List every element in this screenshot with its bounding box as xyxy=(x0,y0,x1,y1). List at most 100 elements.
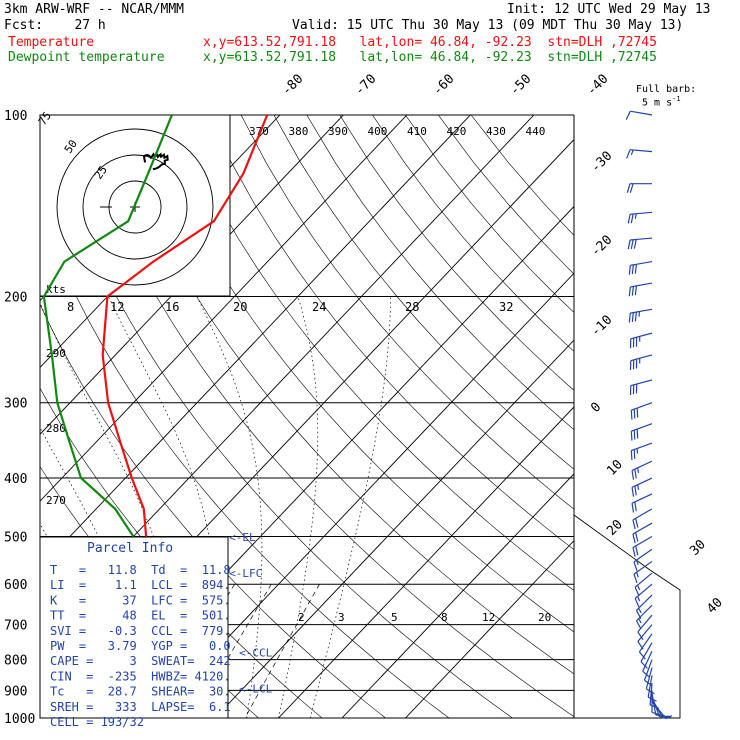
isotherm-label: 0 xyxy=(588,400,604,416)
hodograph-speed-label: 20 xyxy=(233,300,247,314)
wind-barb xyxy=(628,308,653,323)
theta-e-label: 370 xyxy=(249,125,269,138)
wind-barb xyxy=(627,237,653,250)
mixing-ratio-label: 12 xyxy=(482,611,495,624)
isotherm-line xyxy=(40,115,471,569)
wind-barb xyxy=(626,149,653,159)
full-barb-note: Full barb: xyxy=(636,84,697,95)
wind-barb xyxy=(629,332,653,349)
dry-adiabat-line xyxy=(76,115,574,718)
isotherm-label: -10 xyxy=(588,313,615,340)
wind-barb xyxy=(633,548,653,571)
wind-barb xyxy=(638,633,653,660)
mixing-ratio-label: 5 xyxy=(391,611,398,624)
forecast-hour: Fcst: 27 h xyxy=(4,18,106,33)
dry-adiabat-line xyxy=(339,115,574,391)
level-marker-lfc: <-LFC xyxy=(229,567,262,580)
isotherm-label: -70 xyxy=(352,72,379,99)
isotherm-label: -50 xyxy=(507,72,534,99)
theta-e-label: 410 xyxy=(407,125,427,138)
dewpoint-location: x,y=613.52,791.18 lat,lon= 46.84, -92.23… xyxy=(203,50,657,65)
temperature-location: x,y=613.52,791.18 lat,lon= 46.84, -92.23… xyxy=(203,35,657,50)
wind-barb xyxy=(626,183,652,193)
parcel-info-row: Tc = 28.7 SHEAR= 30. xyxy=(50,685,231,699)
mixing-ratio-label: 8 xyxy=(441,611,448,624)
isotherm-label: 10 xyxy=(604,457,626,479)
mixing-ratio-label: 20 xyxy=(538,611,551,624)
wind-barb xyxy=(631,477,653,497)
wind-barb xyxy=(634,572,653,597)
parcel-info-row: CAPE = 3 SWEAT= 242 xyxy=(50,654,231,668)
wind-barb xyxy=(630,423,653,441)
isotherm-line xyxy=(278,406,574,718)
parcel-info-row: SVI = -0.3 CCL = 779. xyxy=(50,624,231,638)
wind-barb xyxy=(651,701,672,720)
wind-barb xyxy=(625,110,653,120)
dry-adiabat-line xyxy=(405,115,574,313)
parcel-info-row: T = 11.8 Td = 11.8 xyxy=(50,563,231,577)
parcel-info-row: LI = 1.1 LCL = 894. xyxy=(50,578,231,592)
valid-time: Valid: 15 UTC Thu 30 May 13 (09 MDT Thu … xyxy=(292,18,684,33)
wind-barb xyxy=(631,493,653,513)
pressure-tick-label: 800 xyxy=(4,654,27,669)
pressure-tick-label: 700 xyxy=(4,619,27,634)
wind-barb xyxy=(627,211,653,224)
hodograph-ring xyxy=(82,154,188,260)
moist-adiabat-line xyxy=(40,426,152,718)
dry-adiabat-line xyxy=(438,115,574,275)
isotherm-label: -80 xyxy=(279,72,306,99)
hodograph-speed-label: 28 xyxy=(405,300,419,314)
wind-barb xyxy=(633,560,653,584)
parcel-info-title: Parcel Info xyxy=(87,541,173,556)
dry-adiabat-line xyxy=(142,115,574,633)
level-marker-el: <-EL xyxy=(229,531,256,544)
wind-barb xyxy=(632,508,653,530)
dry-adiabat-line xyxy=(306,115,574,430)
moist-adiabat-line xyxy=(309,296,392,718)
parcel-info-box xyxy=(39,536,229,719)
isotherm-label: 40 xyxy=(704,595,726,617)
model-title: 3km ARW-WRF -- NCAR/MMM xyxy=(4,2,185,17)
wind-barb xyxy=(637,614,653,641)
dry-adiabat-label: 290 xyxy=(46,347,66,360)
isotherm-label: -60 xyxy=(430,72,457,99)
pressure-tick-label: 100 xyxy=(4,109,27,124)
parcel-info-row: K = 37 LFC = 575. xyxy=(50,593,231,607)
level-marker-lcl: <-LCL xyxy=(239,683,272,696)
isotherm-label: -40 xyxy=(584,72,611,99)
wind-barb xyxy=(630,402,653,420)
parcel-info-row: TT = 48 EL = 501. xyxy=(50,609,231,623)
theta-e-label: 420 xyxy=(447,125,467,138)
wind-barb xyxy=(630,442,653,460)
dry-adiabat-label: 280 xyxy=(46,422,66,435)
temperature-legend: Temperature xyxy=(8,35,95,50)
dewpoint-legend: Dewpoint temperature xyxy=(8,50,165,65)
dry-adiabat-line xyxy=(273,115,574,470)
hodograph-speed-label: 32 xyxy=(499,300,513,314)
mixing-ratio-line xyxy=(244,584,320,718)
isotherm-line xyxy=(341,473,574,718)
parcel-info-row: CELL = 193/32 xyxy=(50,715,144,729)
hodograph-ring-label: 50 xyxy=(62,137,80,155)
init-time: Init: 12 UTC Wed 29 May 13 xyxy=(507,2,711,17)
pressure-tick-label: 1000 xyxy=(4,712,35,727)
parcel-info-row: CIN = -235 HWBZ= 4120. xyxy=(50,669,231,683)
theta-e-label: 430 xyxy=(486,125,506,138)
full-barb-units: 5 m s-1 xyxy=(642,95,681,109)
isotherm-label: -30 xyxy=(588,149,615,176)
wind-barb xyxy=(629,354,653,371)
isotherm-line xyxy=(214,339,574,718)
theta-e-label: 400 xyxy=(368,125,388,138)
mixing-ratio-label: 2 xyxy=(298,611,305,624)
isotherm-line xyxy=(405,539,574,718)
pressure-tick-label: 300 xyxy=(4,397,27,412)
isotherm-label: 30 xyxy=(687,537,709,559)
theta-e-label: 380 xyxy=(289,125,309,138)
lower-right-panel-edge xyxy=(573,514,681,719)
wind-barb xyxy=(634,583,653,608)
wind-barb xyxy=(635,604,653,630)
pressure-tick-label: 600 xyxy=(4,578,27,593)
dry-adiabat-line xyxy=(240,115,574,510)
isotherm-line xyxy=(40,115,408,502)
